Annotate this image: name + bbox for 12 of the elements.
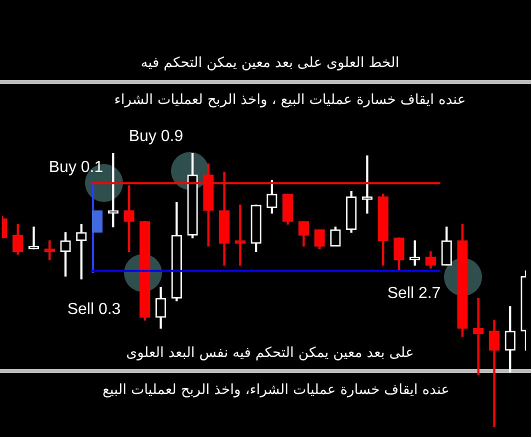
text: Buy 0.9 [128, 128, 184, 146]
annotation: Sell 2.7 [387, 285, 441, 303]
candlestick [488, 320, 500, 427]
text: الخط العلوى على بعد معين يمكن التحكم فيه [140, 55, 400, 71]
annotation: Sell 0.3 [67, 301, 121, 319]
candlestick [234, 204, 246, 266]
annotation: على بعد معين يمكن التحكم فيه نفس البعد العلوى [126, 345, 414, 361]
annotation: Buy 0.1 [48, 159, 104, 177]
text: عنده ايقاف خسارة عمليات البيع ، واخذ الربح لعمليات الشراء [114, 92, 466, 108]
annotation: عنده ايقاف خسارة عمليات الشراء، واخذ الربح لعمليات البيع [102, 382, 450, 398]
candlestick [92, 210, 103, 233]
candlestick [28, 226, 40, 250]
